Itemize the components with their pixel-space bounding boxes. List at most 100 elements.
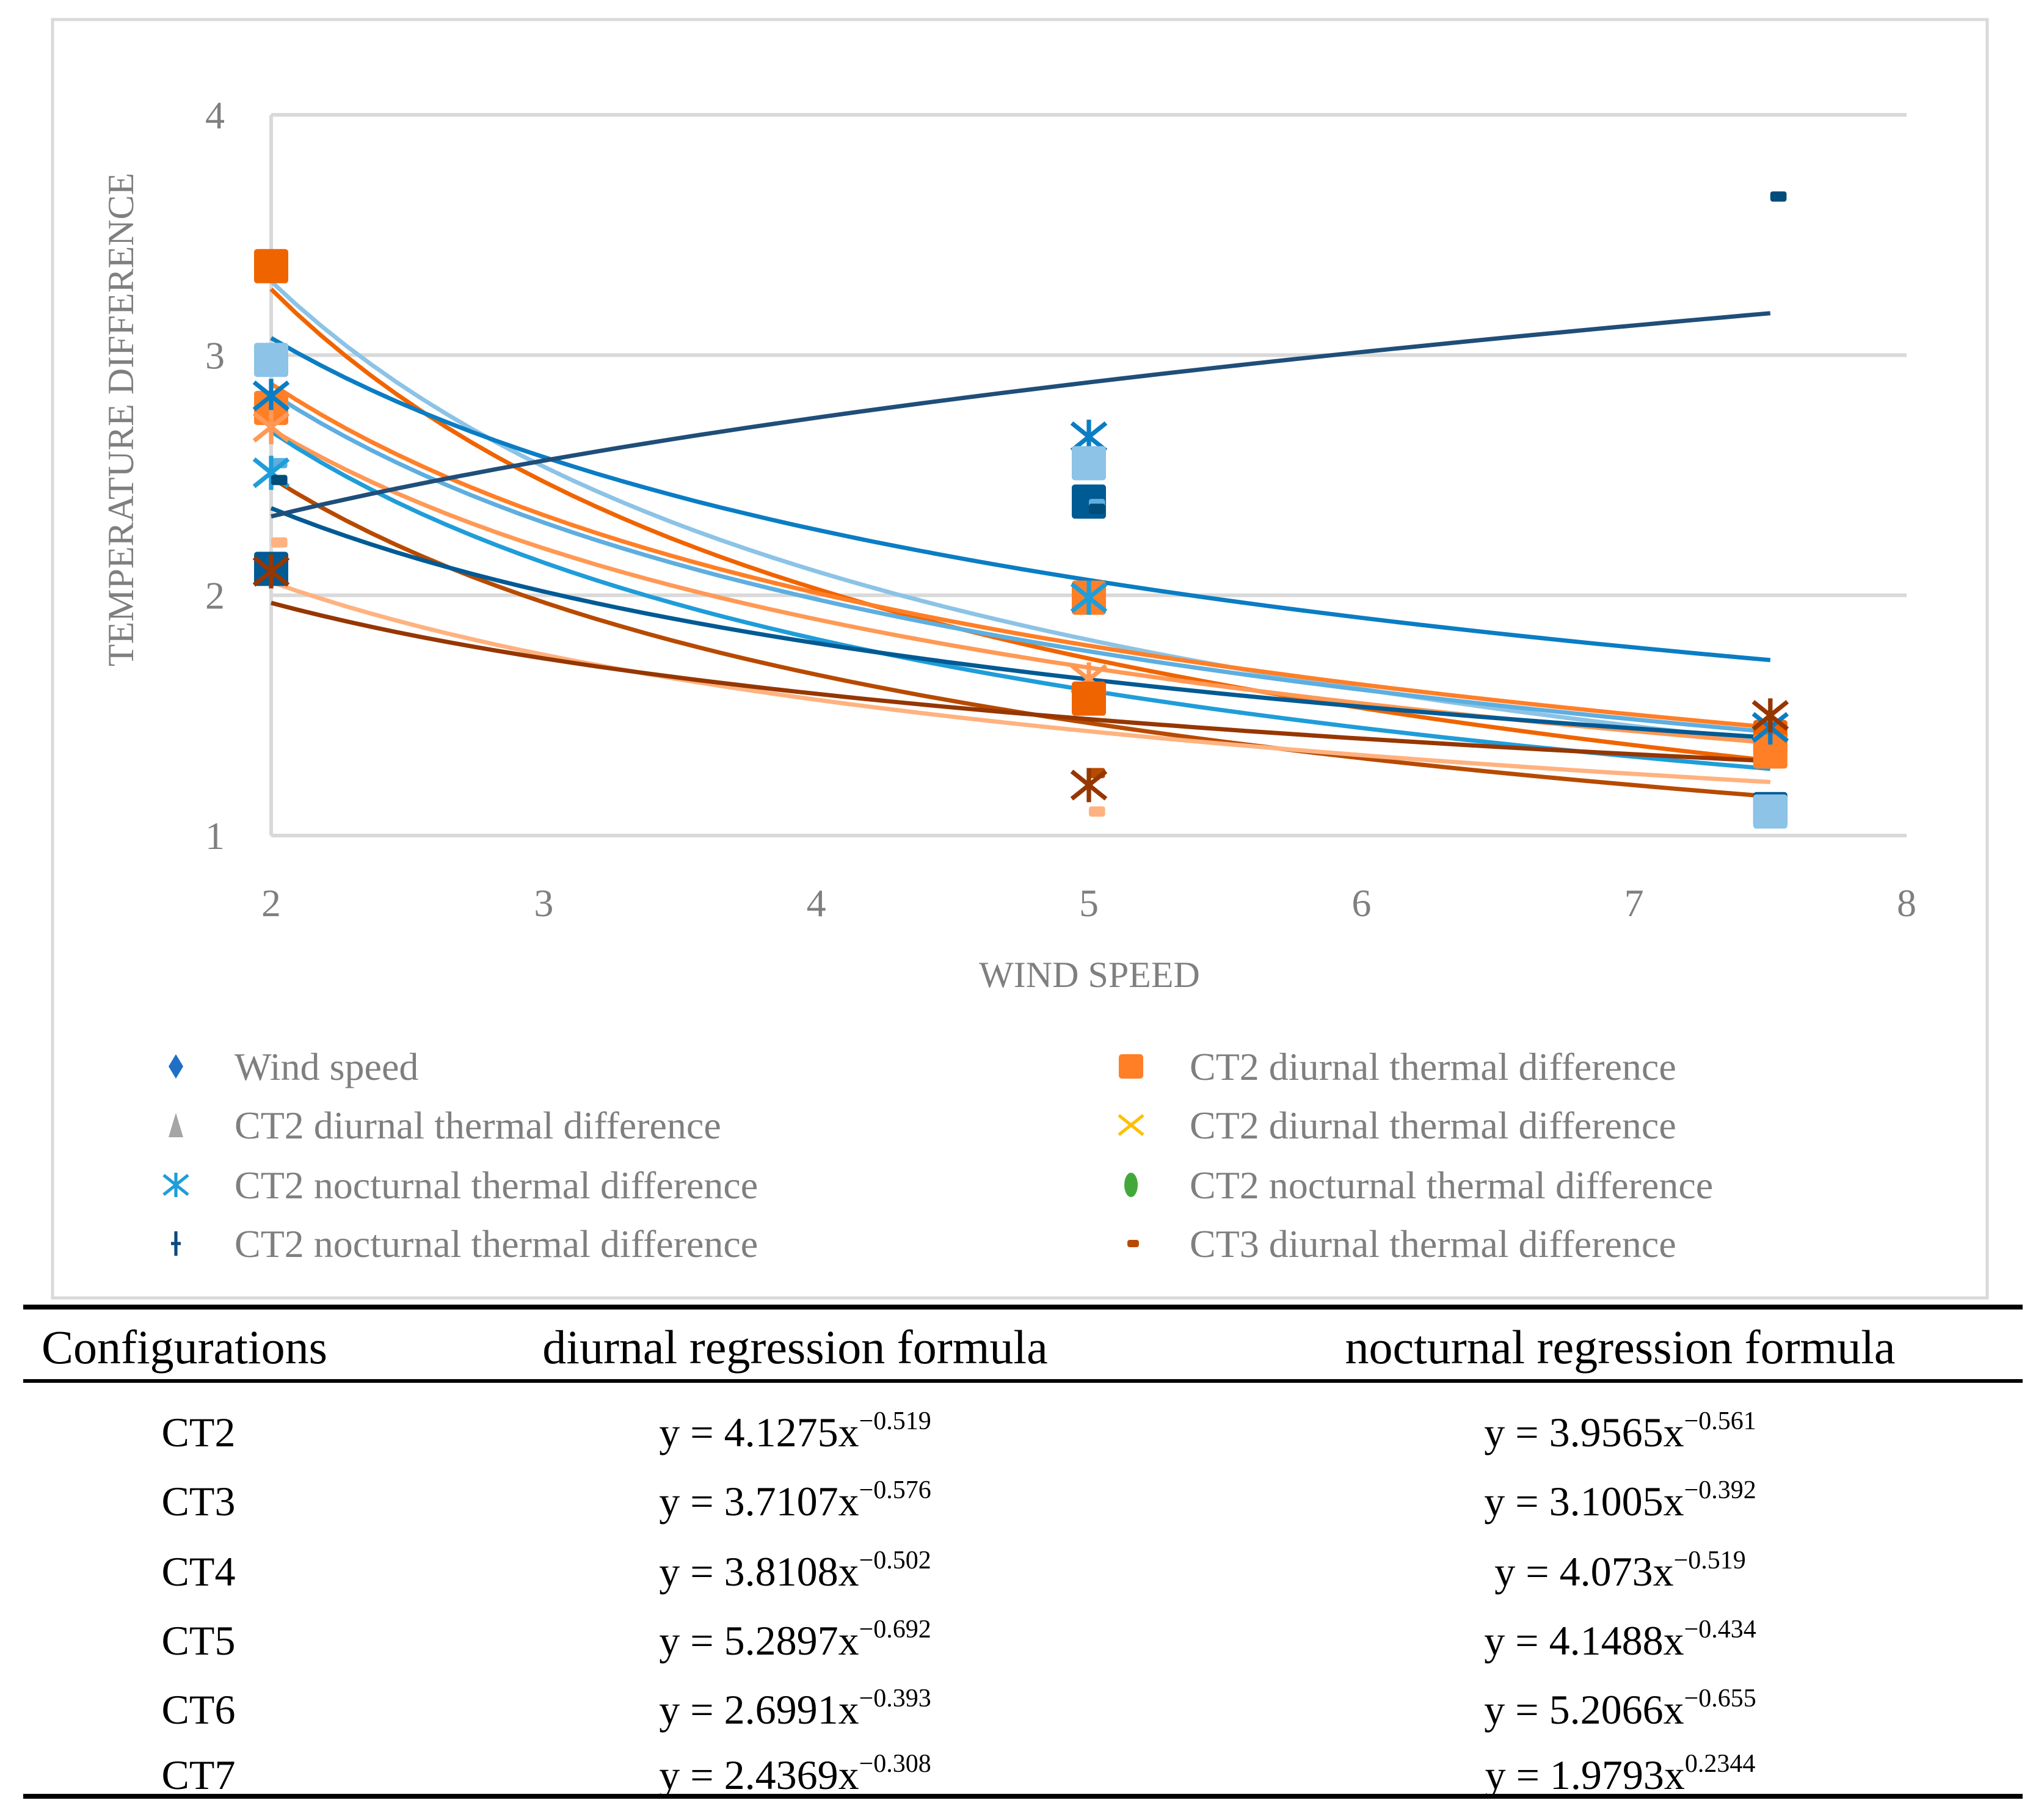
cell-config: CT5 [162,1617,236,1664]
formula-base: y = 4.1275x [659,1409,859,1455]
cell-config: CT3 [162,1478,236,1524]
data-point-square [1753,734,1788,769]
cell-diurnal-formula: y = 5.2897x−0.692 [659,1615,931,1664]
cell-diurnal-formula: y = 4.1275x−0.519 [659,1407,931,1455]
table-row: CT2 y = 4.1275x−0.519 y = 3.9565x−0.561 [162,1407,1756,1455]
data-points [252,191,1789,829]
formula-base: y = 1.9793x [1485,1752,1685,1798]
data-point-square [1072,681,1106,716]
legend-item: CT2 diurnal thermal difference [169,1104,721,1147]
cell-config: CT4 [162,1548,236,1595]
header-nocturnal: nocturnal regression formula [1345,1320,1895,1374]
legend-marker-x-icon [1118,1113,1144,1137]
legend-item: CT2 nocturnal thermal difference [1124,1164,1713,1207]
legend-item: CT2 diurnal thermal difference [1118,1104,1676,1147]
legend-marker-dash-icon [1127,1240,1139,1247]
trendline [270,506,1771,740]
formula-base: y = 3.9565x [1484,1409,1684,1455]
cell-nocturnal-formula: y = 1.9793x0.2344 [1485,1750,1756,1798]
cell-diurnal-formula: y = 2.4369x−0.308 [659,1750,931,1798]
y-tick-label: 3 [205,333,225,377]
data-point-square [1072,446,1106,481]
cell-nocturnal-formula: y = 4.073x−0.519 [1494,1546,1746,1595]
table-row: CT5 y = 5.2897x−0.692 y = 4.1488x−0.434 [162,1615,1756,1664]
table-bottom-rule [23,1794,2023,1799]
header-configurations: Configurations [42,1320,327,1374]
data-point-star [1751,698,1789,733]
formula-base: y = 3.7107x [659,1478,859,1524]
table-row: CT6 y = 2.6991x−0.393 y = 5.2066x−0.655 [162,1685,1756,1733]
y-tick-labels: 1 2 3 4 [205,93,225,858]
formula-exponent: −0.502 [859,1546,931,1575]
x-tick-label: 5 [1079,881,1099,925]
cell-diurnal-formula: y = 3.7107x−0.576 [659,1476,931,1524]
trendline [270,336,1771,663]
cell-config: CT6 [162,1686,236,1733]
legend-marker-star-icon [162,1173,189,1197]
trendlines [269,280,1771,799]
formula-exponent: −0.393 [859,1685,931,1713]
formula-base: y = 2.6991x [659,1686,859,1733]
data-point-dash [1770,191,1787,202]
data-point-star [1070,580,1108,615]
cell-nocturnal-formula: y = 3.1005x−0.392 [1484,1476,1756,1524]
trendline [270,580,1770,784]
legend-label: CT2 diurnal thermal difference [1190,1104,1676,1147]
formula-base: y = 3.1005x [1484,1478,1684,1524]
legend: Wind speed CT2 diurnal thermal difference… [162,1045,1713,1266]
formula-exponent: −0.392 [1684,1476,1756,1504]
formula-exponent: −0.308 [859,1750,931,1778]
trendline [269,280,1771,744]
legend-marker-triangle-icon [169,1113,183,1137]
trendline [270,391,1771,734]
formula-base: y = 5.2066x [1484,1686,1684,1733]
legend-item: Wind speed [169,1045,418,1088]
trendline [270,382,1771,730]
formula-exponent: −0.561 [1684,1407,1756,1435]
cell-diurnal-formula: y = 2.6991x−0.393 [659,1685,931,1733]
cell-nocturnal-formula: y = 5.2066x−0.655 [1484,1685,1756,1733]
legend-label: CT2 nocturnal thermal difference [235,1164,758,1207]
data-point-dash [271,475,288,486]
legend-label: CT2 diurnal thermal difference [235,1104,721,1147]
formula-exponent: −0.519 [1674,1546,1746,1575]
x-axis-title: WIND SPEED [979,955,1200,995]
trendline [271,600,1770,763]
legend-item: CT3 diurnal thermal difference [1127,1222,1676,1266]
data-point-dash [271,537,288,548]
legend-item: CT2 nocturnal thermal difference [162,1164,758,1207]
legend-marker-diamond-icon [169,1054,183,1079]
formula-exponent: −0.519 [859,1407,931,1435]
data-point-square [254,343,288,377]
legend-label: CT3 diurnal thermal difference [1190,1222,1676,1266]
formula-exponent: −0.692 [859,1615,931,1644]
x-tick-labels: 2 3 4 5 6 7 8 [261,881,1916,925]
regression-table: Configurations diurnal regression formul… [23,1305,2023,1799]
header-diurnal: diurnal regression formula [542,1320,1047,1374]
data-point-square [1753,794,1788,829]
x-tick-label: 8 [1897,881,1916,925]
legend-label: CT2 nocturnal thermal difference [235,1222,758,1266]
table-row: CT4 y = 3.8108x−0.502 y = 4.073x−0.519 [162,1546,1746,1595]
legend-marker-plus-icon [171,1231,181,1256]
cell-config: CT7 [162,1752,236,1798]
x-tick-label: 2 [261,881,281,925]
x-tick-label: 3 [534,881,553,925]
trendline [270,429,1771,771]
formula-base: y = 2.4369x [659,1752,859,1798]
legend-marker-square-icon [1119,1054,1143,1079]
cell-diurnal-formula: y = 3.8108x−0.502 [659,1546,931,1595]
x-tick-label: 6 [1351,881,1371,925]
y-axis-title: TEMPERATURE DIFFERENCE [101,173,141,666]
legend-label: Wind speed [235,1045,418,1088]
trendline [269,287,1771,763]
y-tick-label: 2 [205,574,225,617]
legend-marker-circle-icon [1124,1173,1138,1197]
cell-nocturnal-formula: y = 4.1488x−0.434 [1484,1615,1756,1664]
table-top-rule [23,1305,2023,1310]
formula-base: y = 4.1488x [1484,1617,1684,1664]
legend-label: CT2 diurnal thermal difference [1190,1045,1676,1088]
y-tick-label: 4 [205,93,225,137]
formula-exponent: −0.576 [859,1476,931,1504]
